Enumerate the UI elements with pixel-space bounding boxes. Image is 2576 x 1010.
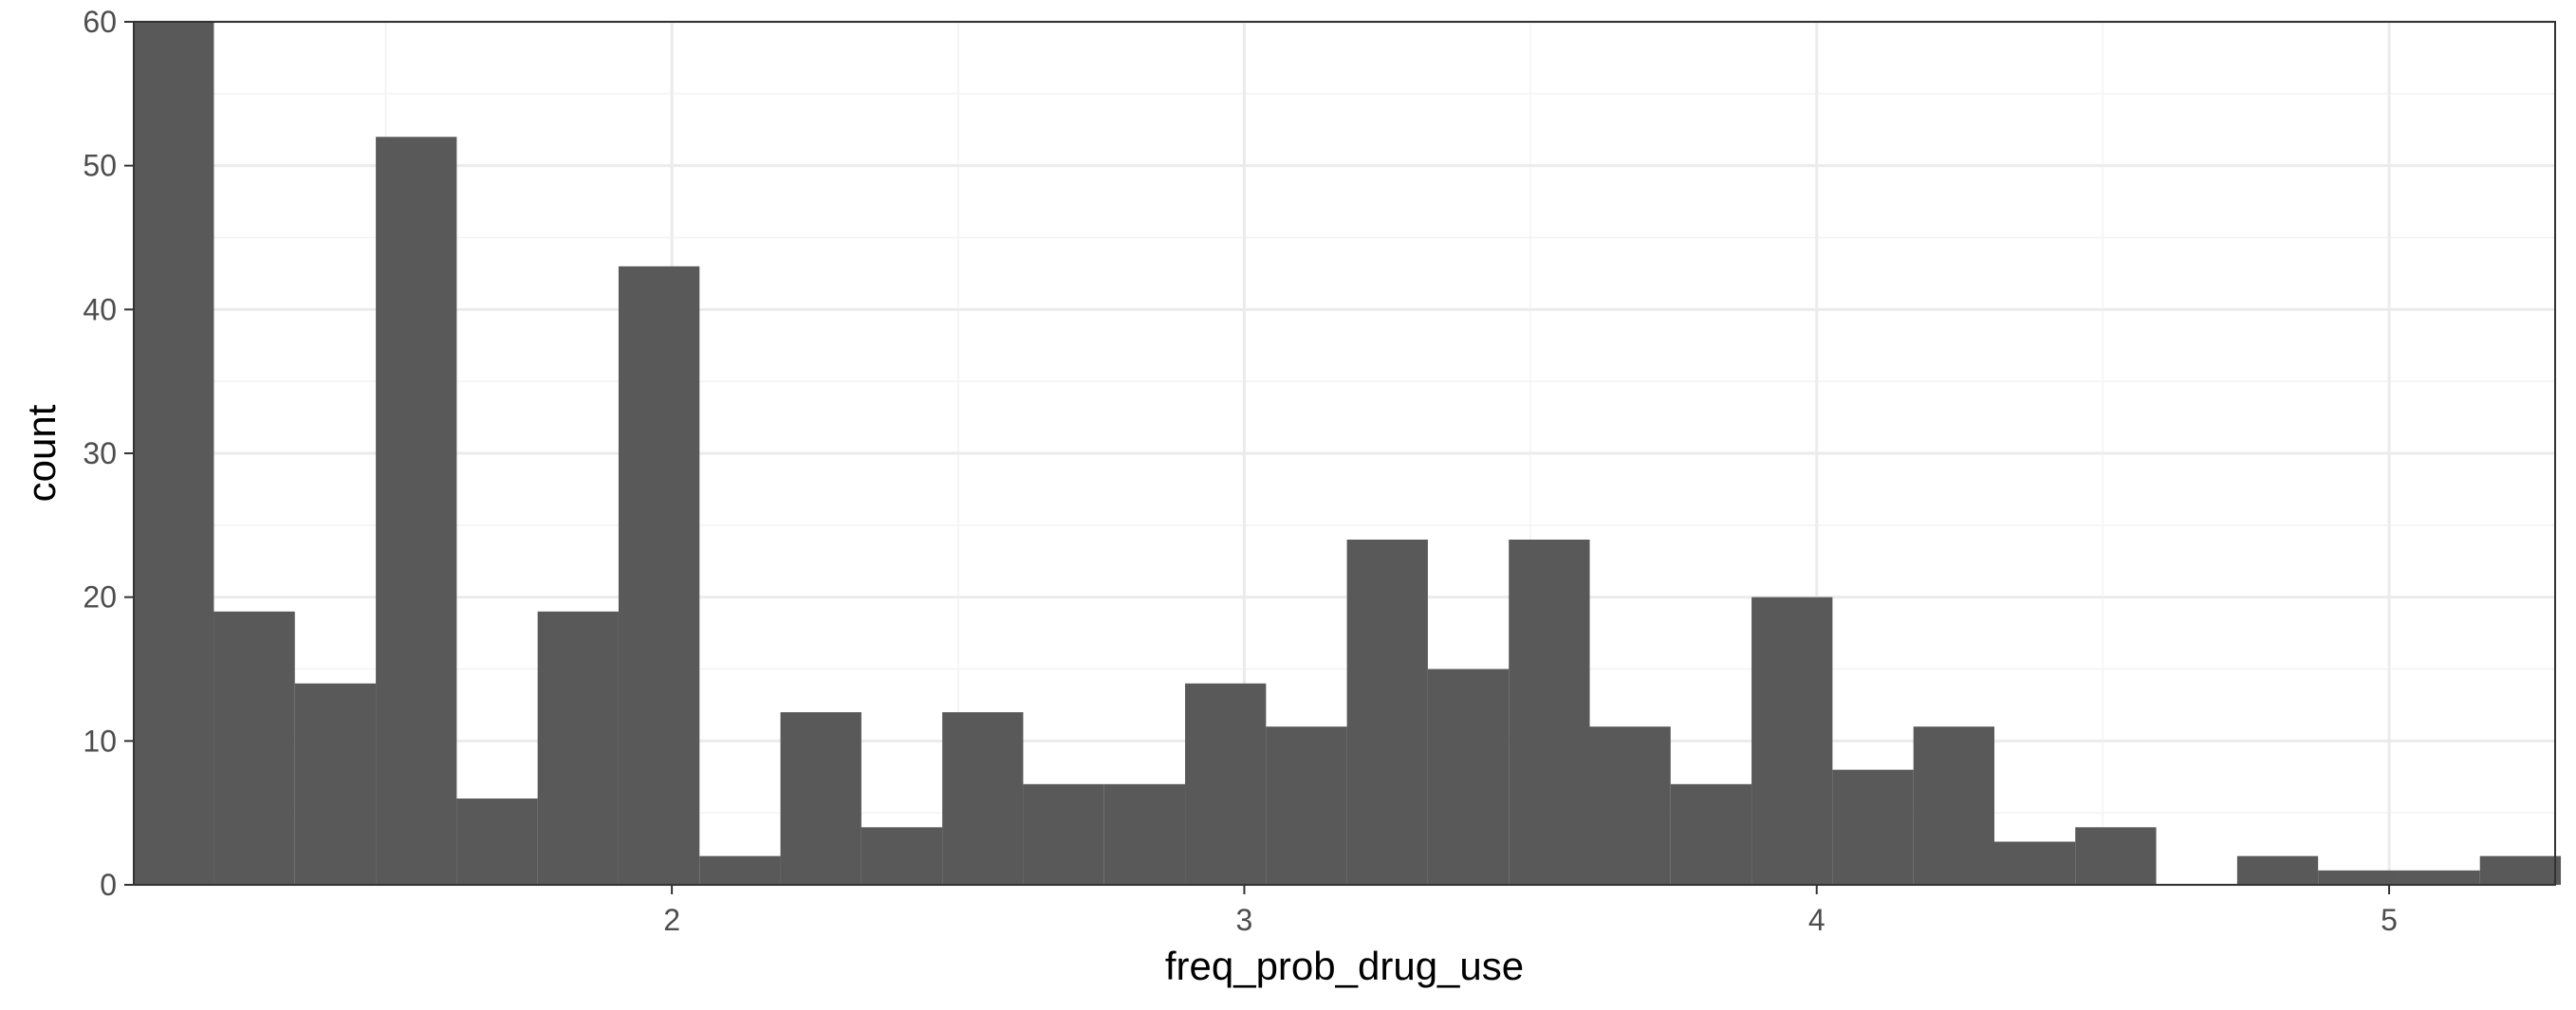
y-tick-label: 50 — [83, 149, 117, 183]
histogram-bar — [1751, 597, 1833, 885]
x-axis-title: freq_prob_drug_use — [1165, 944, 1524, 988]
histogram-bar — [133, 22, 214, 885]
histogram-bar — [1832, 769, 1914, 885]
histogram-bar — [1427, 669, 1510, 885]
histogram-bar — [2075, 827, 2157, 885]
histogram-bar — [1023, 783, 1104, 885]
histogram-bar — [1913, 726, 1994, 885]
histogram-bar — [2236, 855, 2319, 885]
y-axis: 0 10 20 30 40 50 60 — [83, 5, 134, 902]
histogram-bar — [537, 611, 619, 885]
histogram-bar — [1266, 726, 1347, 885]
histogram-bar — [1509, 540, 1590, 885]
histogram-bar — [376, 137, 457, 886]
y-tick-label: 30 — [83, 436, 117, 470]
histogram-bar — [699, 855, 781, 885]
histogram-bar — [942, 712, 1024, 885]
histogram-bar — [1346, 540, 1428, 885]
x-tick-label: 3 — [1236, 903, 1253, 937]
histogram-bar — [618, 266, 700, 885]
x-axis: 2 3 4 5 — [663, 885, 2398, 937]
y-axis-title: count — [19, 404, 64, 502]
histogram-bars — [133, 22, 2562, 886]
y-tick-label: 60 — [83, 5, 117, 39]
x-tick-label: 5 — [2381, 903, 2398, 937]
histogram-bar — [294, 683, 377, 885]
histogram-bar — [1185, 683, 1267, 885]
minor-grid — [134, 22, 2555, 885]
histogram-bar — [1589, 726, 1671, 885]
histogram-bar — [1993, 841, 2076, 885]
y-tick-label: 0 — [100, 868, 117, 902]
histogram-bar — [861, 827, 943, 885]
y-tick-label: 10 — [83, 724, 117, 758]
y-tick-label: 40 — [83, 292, 117, 326]
histogram-bar — [2479, 855, 2562, 885]
histogram-bar — [456, 799, 538, 885]
histogram-bar — [2399, 870, 2480, 885]
histogram-bar — [1670, 783, 1752, 885]
x-tick-label: 2 — [663, 903, 680, 937]
histogram-bar — [2318, 870, 2400, 885]
histogram-bar — [1103, 783, 1186, 885]
histogram-bar — [213, 611, 295, 885]
x-tick-label: 4 — [1808, 903, 1825, 937]
histogram-bar — [780, 712, 862, 885]
y-tick-label: 20 — [83, 580, 117, 615]
